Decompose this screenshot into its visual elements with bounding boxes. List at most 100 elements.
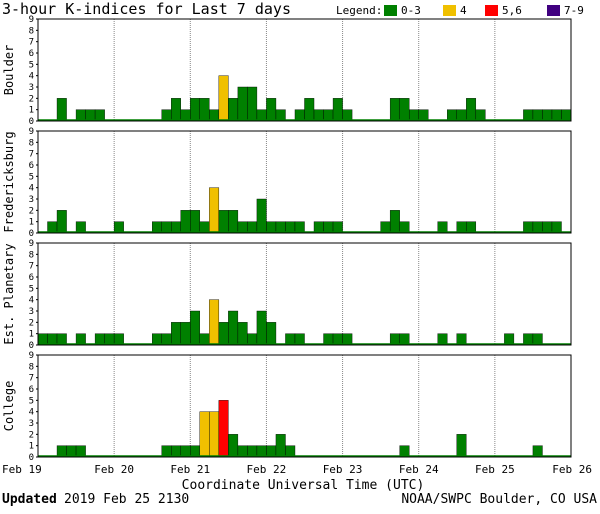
panel-est-planetary: 01 234 567 89 Est. Planetary <box>2 239 572 351</box>
kp-bar <box>228 310 239 346</box>
y-tick-label: 1 <box>29 442 34 452</box>
x-tick-label: Feb 20 <box>94 463 134 476</box>
x-tick-label: Feb 19 <box>2 463 42 476</box>
kp-bar <box>56 210 67 234</box>
kp-bar <box>218 75 229 122</box>
kp-bar <box>228 98 239 122</box>
y-tick-label: 3 <box>29 83 34 93</box>
y-tick-label: 5 <box>29 172 34 182</box>
y-tick-label: 9 <box>29 351 34 361</box>
y-tick-label: 0 <box>29 341 34 351</box>
kp-bar <box>237 86 248 122</box>
legend-swatch-1 <box>443 5 456 16</box>
panel-frame <box>37 130 572 234</box>
legend-item-0: 0-3 <box>401 4 421 17</box>
panel-frame <box>37 354 572 458</box>
y-tick-label: 8 <box>29 362 34 372</box>
y-tick-label: 6 <box>29 273 34 283</box>
kp-bar <box>399 98 410 122</box>
kp-bar <box>190 98 201 122</box>
x-axis-ticks: Feb 19 Feb 20 Feb 21 Feb 22 Feb 23 Feb 24 Feb … <box>2 463 592 476</box>
y-tick-label: 6 <box>29 49 34 59</box>
station-label: Boulder <box>2 45 16 96</box>
kp-bar <box>171 98 181 122</box>
kp-bar <box>275 434 286 458</box>
y-tick-label: 5 <box>29 396 34 406</box>
y-tick-label: 8 <box>29 26 34 36</box>
station-label: Est. Planetary <box>2 243 16 344</box>
legend-swatch-0 <box>384 5 397 16</box>
y-tick-label: 7 <box>29 374 34 384</box>
kp-bar <box>332 98 343 122</box>
kp-bar <box>190 210 201 234</box>
kp-bar <box>56 98 67 122</box>
y-tick-label: 1 <box>29 106 34 116</box>
kp-bar <box>180 322 191 346</box>
panel-fredericksburg: 01 234 567 89 Fredericksburg <box>2 127 572 239</box>
y-tick-label: 3 <box>29 419 34 429</box>
legend-item-1: 4 <box>460 4 467 17</box>
kp-bar <box>218 322 229 346</box>
kp-bar <box>218 210 229 234</box>
x-tick-label: Feb 22 <box>247 463 287 476</box>
kp-bar <box>228 210 239 234</box>
station-label: Fredericksburg <box>2 131 16 232</box>
y-tick-label: 0 <box>29 453 34 463</box>
legend: Legend: 0-3 4 5,6 7-9 <box>336 4 584 17</box>
y-tick-label: 5 <box>29 284 34 294</box>
y-tick-label: 6 <box>29 385 34 395</box>
kp-bar <box>180 210 191 234</box>
kp-bar <box>237 322 248 346</box>
kp-bar <box>256 198 267 234</box>
panel-college: 01 234 567 89 College <box>2 351 572 463</box>
x-tick-label: Feb 26 <box>552 463 592 476</box>
kp-bar <box>218 400 229 458</box>
footer-updated-value: 2019 Feb 25 2130 <box>64 492 189 507</box>
y-tick-label: 7 <box>29 150 34 160</box>
legend-item-2: 5,6 <box>502 4 522 17</box>
kp-bar <box>466 98 477 122</box>
legend-label: Legend: <box>336 4 382 17</box>
y-tick-label: 2 <box>29 318 34 328</box>
kp-bar <box>228 434 239 458</box>
y-tick-label: 9 <box>29 15 34 25</box>
y-tick-label: 0 <box>29 229 34 239</box>
kp-bar <box>190 310 201 346</box>
y-tick-label: 4 <box>29 408 34 418</box>
kp-bar <box>456 434 467 458</box>
y-tick-label: 8 <box>29 250 34 260</box>
kp-bar <box>389 210 400 234</box>
y-tick-label: 7 <box>29 38 34 48</box>
station-label: College <box>2 381 16 432</box>
kp-bar <box>266 98 277 122</box>
kp-bar <box>266 322 277 346</box>
kp-bar <box>209 187 220 234</box>
kp-bar <box>247 86 258 122</box>
footer-credit: NOAA/SWPC Boulder, CO USA <box>401 492 597 507</box>
kp-bar <box>199 411 210 458</box>
legend-item-3: 7-9 <box>564 4 584 17</box>
x-axis-label: Coordinate Universal Time (UTC) <box>182 478 425 493</box>
panel-boulder: 01 234 567 89 Boulder <box>2 15 572 127</box>
kp-bar <box>209 411 220 458</box>
kp-bar <box>304 98 315 122</box>
chart-title: 3-hour K-indices for Last 7 days <box>2 0 291 18</box>
y-tick-label: 7 <box>29 262 34 272</box>
y-tick-label: 2 <box>29 206 34 216</box>
y-tick-label: 9 <box>29 127 34 137</box>
x-tick-label: Feb 25 <box>475 463 515 476</box>
kp-bar <box>389 98 400 122</box>
y-tick-label: 4 <box>29 72 34 82</box>
y-tick-label: 0 <box>29 117 34 127</box>
y-tick-label: 4 <box>29 184 34 194</box>
station-panels: 0123456789Boulder0123456789Fredericksbur… <box>2 15 572 463</box>
y-tick-label: 2 <box>29 94 34 104</box>
y-tick-label: 2 <box>29 430 34 440</box>
footer-updated-label: Updated <box>2 492 57 507</box>
kp-bar <box>171 322 181 346</box>
y-tick-label: 8 <box>29 138 34 148</box>
y-tick-label: 5 <box>29 60 34 70</box>
kp-bar <box>199 98 210 122</box>
panel-frame <box>37 18 572 122</box>
kp-bar <box>256 310 267 346</box>
